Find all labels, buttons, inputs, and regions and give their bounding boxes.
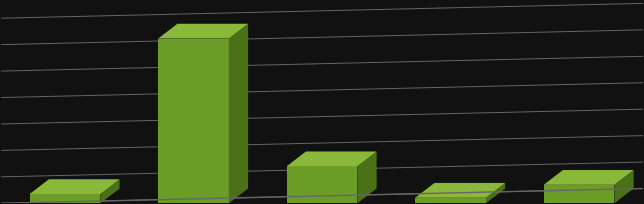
Polygon shape — [30, 179, 120, 194]
Bar — [158, 39, 229, 203]
Polygon shape — [357, 152, 377, 203]
Polygon shape — [229, 25, 248, 203]
Polygon shape — [614, 170, 634, 203]
Bar — [415, 198, 486, 203]
Polygon shape — [287, 152, 377, 166]
Polygon shape — [544, 170, 634, 185]
Polygon shape — [100, 179, 120, 203]
Bar — [544, 185, 614, 203]
Polygon shape — [158, 25, 248, 39]
Polygon shape — [486, 183, 505, 203]
Polygon shape — [415, 183, 505, 198]
Bar — [287, 166, 357, 203]
Bar — [30, 194, 100, 203]
